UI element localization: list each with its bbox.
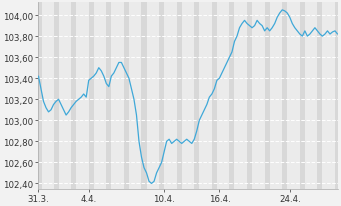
Bar [142, 4, 147, 189]
Bar [282, 4, 287, 189]
Bar [89, 4, 94, 189]
Bar [317, 4, 323, 189]
Bar [335, 4, 340, 189]
Bar [159, 4, 164, 189]
Bar [39, 4, 42, 189]
Bar [124, 4, 129, 189]
Bar [300, 4, 305, 189]
Bar [229, 4, 235, 189]
Bar [54, 4, 59, 189]
Bar [247, 4, 252, 189]
Bar [212, 4, 217, 189]
Bar [265, 4, 270, 189]
Bar [194, 4, 199, 189]
Bar [177, 4, 182, 189]
Bar [106, 4, 112, 189]
Bar [71, 4, 76, 189]
